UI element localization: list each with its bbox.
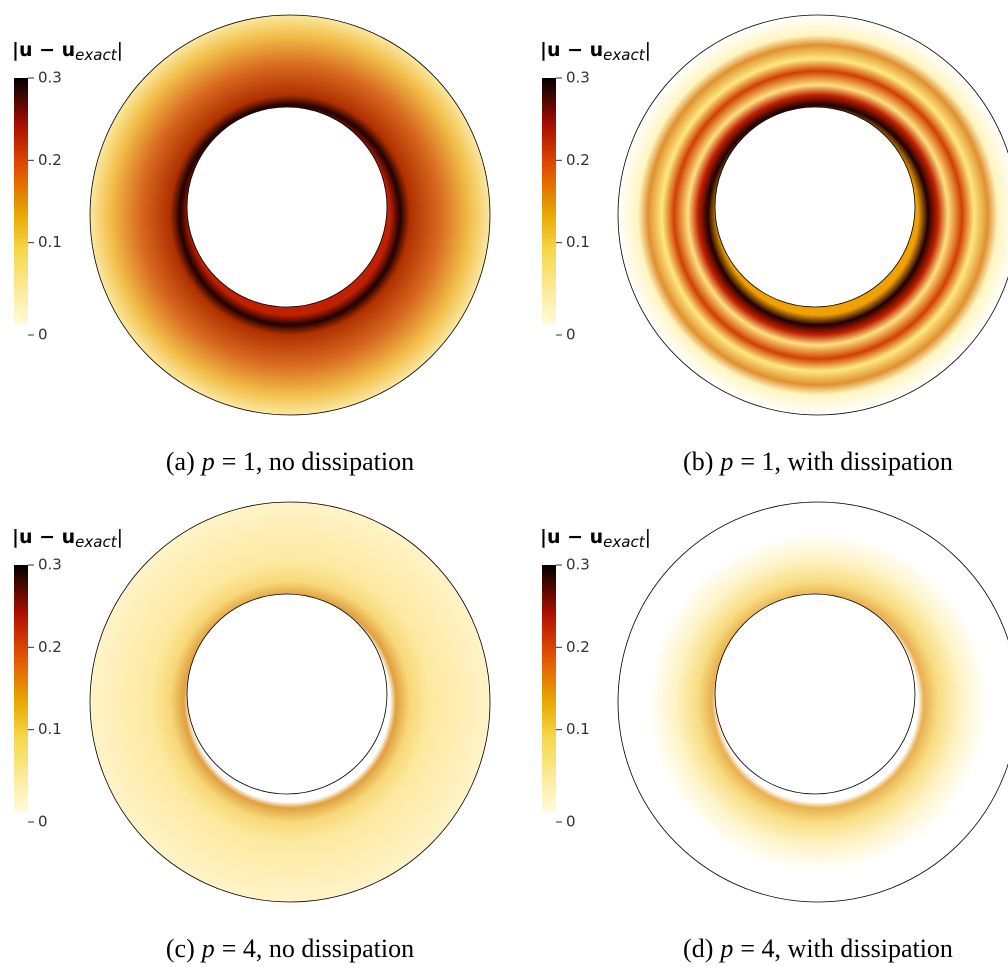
inner-boundary [715,594,915,794]
panel: |u − uexact| 0 0.1 0.2 0.3 (a)p= 1, no dissip… [12,15,490,476]
tick-label: 0.2 [566,151,590,169]
colorbar-label: |u − uexact| [12,526,123,551]
label-main: |u − u [540,39,603,61]
caption-prefix: (a) [166,447,195,476]
caption: (d)p= 4, with dissipation [683,934,953,963]
label-main: |u − u [540,526,603,548]
caption: (b)p= 1, with dissipation [683,447,953,476]
caption-rest: = 1, no dissipation [222,447,414,476]
tick-label: 0.3 [38,556,62,574]
caption-prefix: (c) [166,934,195,963]
inner-boundary [715,107,915,307]
label-main: |u − u [12,39,75,61]
panel: |u − uexact| 0 0.1 0.2 0.3 (d)p= 4, with diss… [540,502,1008,963]
inner-boundary [187,594,387,794]
tick-label: 0.2 [38,151,62,169]
caption: (c)p= 4, no dissipation [166,934,414,963]
tick-label: 0.2 [38,638,62,656]
tick-label: 0.3 [566,69,590,87]
colorbar [542,565,556,812]
tick-label: 0 [38,326,48,344]
colorbar [14,78,28,325]
colorbar-label: |u − uexact| [540,526,651,551]
figure: |u − uexact|00.10.20.3(a)p= 1, no dissip… [0,0,1008,967]
tick-label: 0.3 [566,556,590,574]
label-sub: exact [603,533,646,551]
caption-rest: = 4, no dissipation [222,934,414,963]
label-close: | [117,526,123,548]
panel: |u − uexact| 0 0.1 0.2 0.3 (c)p= 4, no dissip… [12,502,490,963]
tick-label: 0.1 [566,720,590,738]
colorbar-label: |u − uexact| [12,39,123,64]
tick-label: 0.1 [38,720,62,738]
tick-label: 0 [566,813,576,831]
tick-label: 0.1 [566,233,590,251]
caption: (a)p= 1, no dissipation [166,447,414,476]
caption-rest: = 4, with dissipation [740,934,953,963]
caption-var: p [718,934,733,963]
tick-label: 0.3 [38,69,62,87]
tick-label: 0 [38,813,48,831]
caption-rest: = 1, with dissipation [740,447,953,476]
tick-label: 0.1 [38,233,62,251]
label-close: | [645,39,651,61]
colorbar [542,78,556,325]
caption-prefix: (b) [683,447,713,476]
caption-var: p [718,447,733,476]
label-sub: exact [603,46,646,64]
caption-var: p [200,447,215,476]
caption-var: p [200,934,215,963]
colorbar [14,565,28,812]
tick-label: 0.2 [566,638,590,656]
caption-prefix: (d) [683,934,713,963]
label-sub: exact [75,46,118,64]
label-main: |u − u [12,526,75,548]
label-sub: exact [75,533,118,551]
label-close: | [117,39,123,61]
label-close: | [645,526,651,548]
tick-label: 0 [566,326,576,344]
panel: |u − uexact| 0 0.1 0.2 0.3 (b)p= 1, with diss… [540,15,1008,476]
colorbar-label: |u − uexact| [540,39,651,64]
inner-boundary [187,107,387,307]
